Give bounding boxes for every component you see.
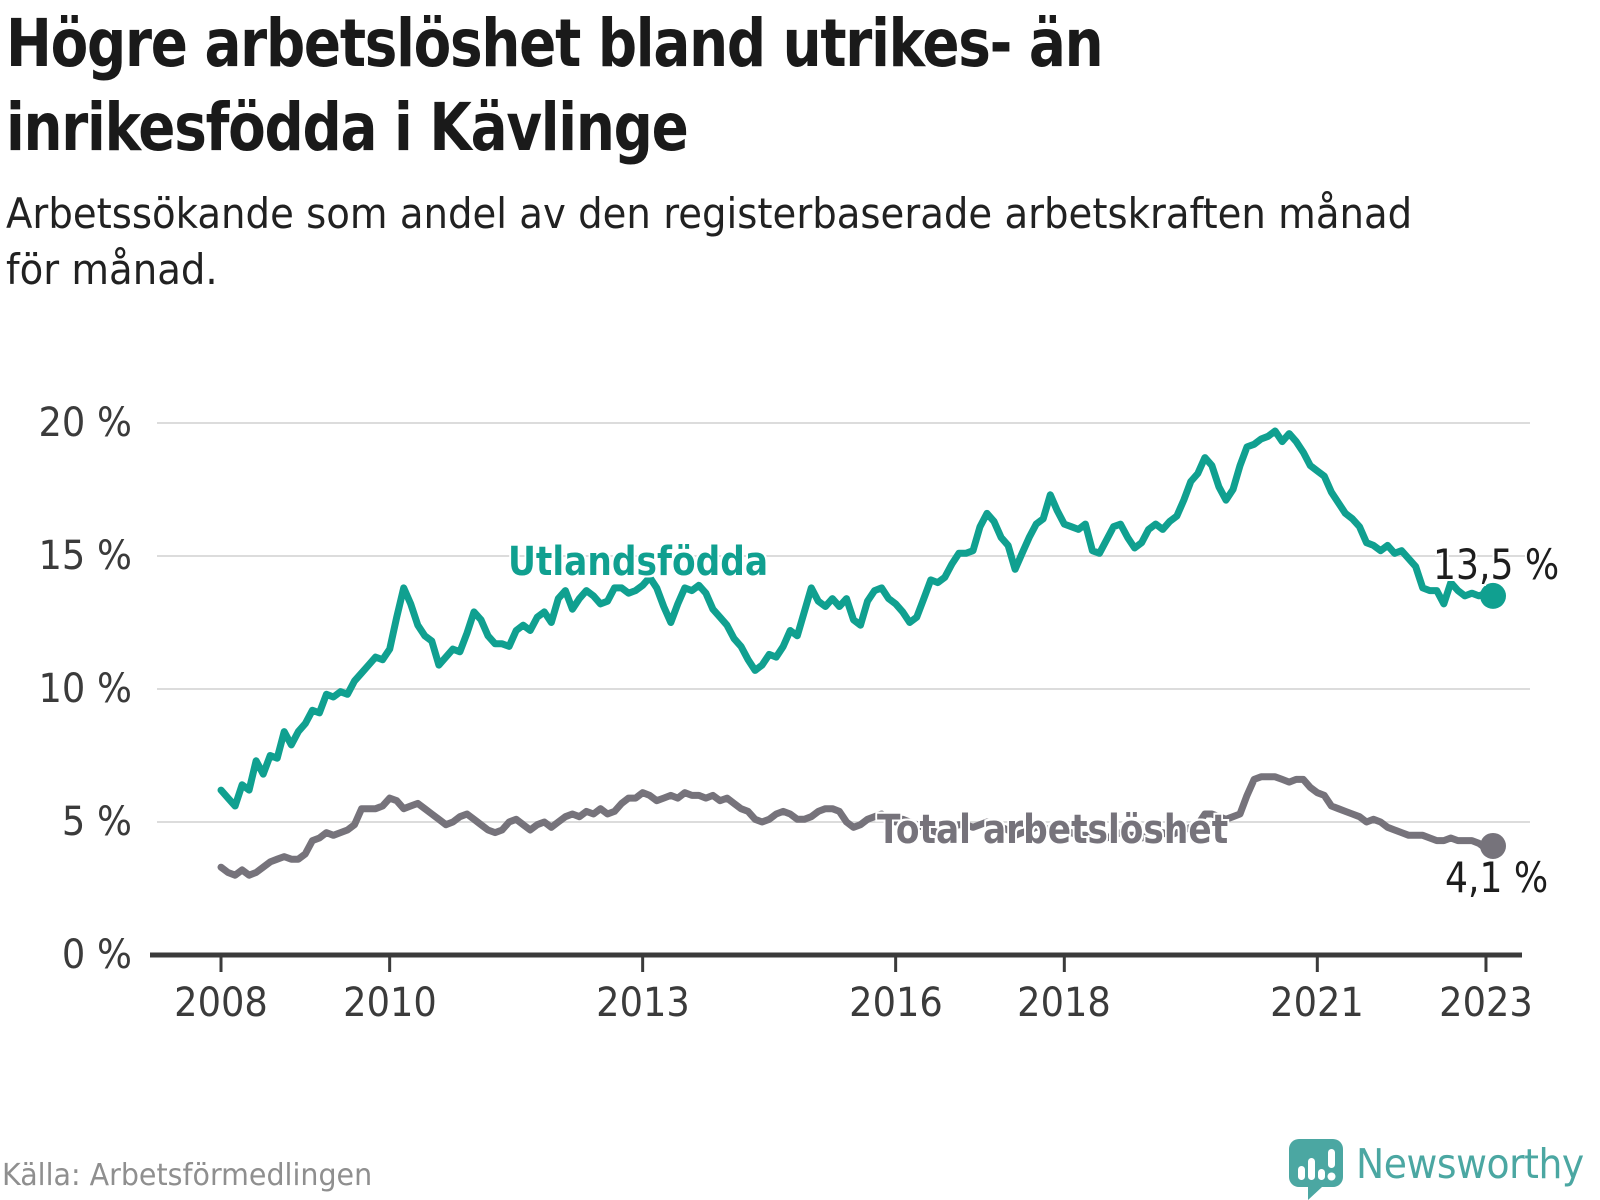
x-tick-label: 2018 <box>1017 980 1111 1026</box>
y-tick-label: 20 % <box>38 400 132 446</box>
series-end-dot-0 <box>1480 582 1506 609</box>
series-line-0 <box>217 427 1497 810</box>
series-label-total-arbetsloshet: Total arbetslöshet <box>877 807 1229 853</box>
chart-subtitle: Arbetssökande som andel av den registerb… <box>6 189 1413 294</box>
x-tick-label: 2008 <box>174 980 268 1026</box>
bar-chart-speech-bubble-icon <box>1289 1139 1343 1200</box>
y-tick-label: 5 % <box>61 799 132 845</box>
y-tick-label: 0 % <box>61 932 132 978</box>
end-value-label-utlandsfodda: 13,5 % <box>1433 540 1560 589</box>
chart-title: Högre arbetslöshet bland utrikes- än inr… <box>6 5 1104 167</box>
series-line-1 <box>217 773 1497 879</box>
brand-name: Newsworthy <box>1356 1140 1584 1188</box>
x-tick-label: 2016 <box>849 980 943 1026</box>
series-label-utlandsfodda: Utlandsfödda <box>508 539 769 585</box>
y-tick-label: 10 % <box>38 666 132 712</box>
series-end-dot-1 <box>1480 832 1506 859</box>
y-tick-label: 15 % <box>38 533 132 579</box>
x-tick-label: 2013 <box>596 980 690 1026</box>
x-tick-label: 2010 <box>343 980 437 1026</box>
x-tick-label: 2021 <box>1270 980 1364 1026</box>
x-tick-label: 2023 <box>1439 980 1533 1026</box>
end-value-label-total: 4,1 % <box>1445 853 1549 902</box>
source-note: Källa: Arbetsförmedlingen <box>2 1158 373 1193</box>
newsworthy-logo: Newsworthy <box>1288 1138 1600 1200</box>
